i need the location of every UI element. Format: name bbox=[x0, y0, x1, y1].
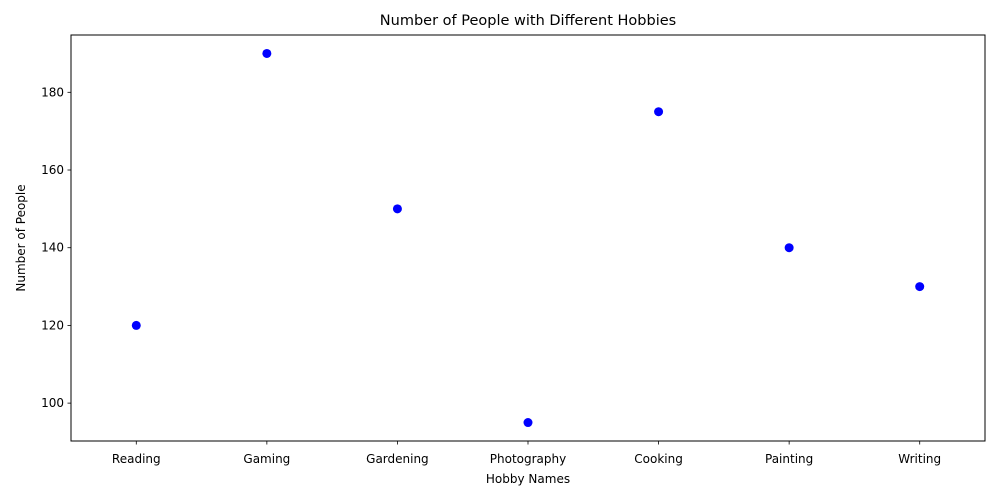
data-point bbox=[262, 48, 272, 58]
x-axis-title: Hobby Names bbox=[486, 472, 570, 486]
x-tick-label: Painting bbox=[765, 452, 813, 466]
y-tick-label: 140 bbox=[41, 241, 64, 255]
x-tick-label: Photography bbox=[490, 452, 566, 466]
data-point bbox=[654, 107, 664, 117]
y-tick-label: 160 bbox=[41, 163, 64, 177]
x-tick-label: Writing bbox=[898, 452, 941, 466]
chart-title: Number of People with Different Hobbies bbox=[380, 13, 676, 29]
y-axis-title: Number of People bbox=[14, 184, 28, 291]
data-point bbox=[784, 243, 794, 253]
data-point bbox=[392, 204, 402, 214]
y-tick-label: 100 bbox=[41, 396, 64, 410]
x-axis-ticks: Reading Gaming Gardening Photography Cooking… bbox=[112, 441, 941, 466]
data-point bbox=[131, 320, 141, 330]
y-tick-label: 120 bbox=[41, 318, 64, 332]
data-point bbox=[915, 282, 925, 292]
data-points bbox=[131, 48, 925, 428]
y-axis-ticks: 100 120 140 160 180 bbox=[41, 85, 71, 410]
plot-area bbox=[70, 34, 986, 442]
x-tick-label: Gardening bbox=[366, 452, 429, 466]
plot-frame bbox=[70, 34, 986, 442]
data-point bbox=[523, 418, 533, 428]
y-tick-label: 180 bbox=[41, 85, 64, 99]
x-tick-label: Gaming bbox=[243, 452, 290, 466]
x-tick-label: Reading bbox=[112, 452, 161, 466]
x-tick-label: Cooking bbox=[634, 452, 683, 466]
